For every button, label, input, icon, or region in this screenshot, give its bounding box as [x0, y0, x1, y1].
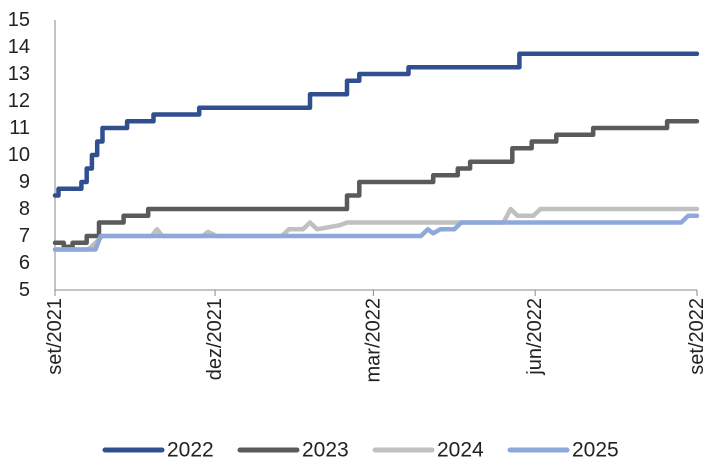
y-axis: 5 6 7 8 9 10 11 12 13 14 15 [8, 9, 56, 301]
legend-label-2023: 2023 [302, 439, 349, 462]
y-tick-label: 10 [8, 144, 30, 166]
y-tick-label: 12 [8, 90, 30, 112]
x-axis: set/2021 dez/2021 mar/2022 jun/2022 set/2022 [44, 289, 708, 383]
y-tick-label: 15 [8, 9, 30, 31]
x-tick-label: set/2021 [44, 298, 66, 375]
y-tick-label: 5 [19, 279, 30, 301]
y-tick-label: 9 [19, 171, 30, 193]
series-lines [52, 51, 700, 252]
y-tick-label: 8 [19, 198, 30, 220]
x-tick-label: jun/2022 [524, 298, 546, 376]
y-tick-label: 13 [8, 63, 30, 85]
x-tick-label: dez/2021 [204, 298, 226, 380]
y-tick-label: 11 [9, 117, 30, 139]
y-tick-label: 6 [19, 252, 30, 274]
legend-label-2022: 2022 [167, 439, 214, 462]
series-line-2023 [52, 119, 700, 250]
series-line-2025 [52, 213, 700, 252]
legend-label-2025: 2025 [572, 439, 619, 462]
legend: 2022 2023 2024 2025 [102, 439, 619, 462]
series-line-2024 [52, 206, 700, 252]
y-tick-label: 14 [8, 36, 30, 58]
x-tick-label: set/2022 [686, 298, 708, 375]
series-line-2022 [52, 51, 700, 198]
y-tick-label: 7 [19, 225, 30, 247]
legend-label-2024: 2024 [437, 439, 484, 462]
x-tick-label: mar/2022 [362, 298, 384, 383]
